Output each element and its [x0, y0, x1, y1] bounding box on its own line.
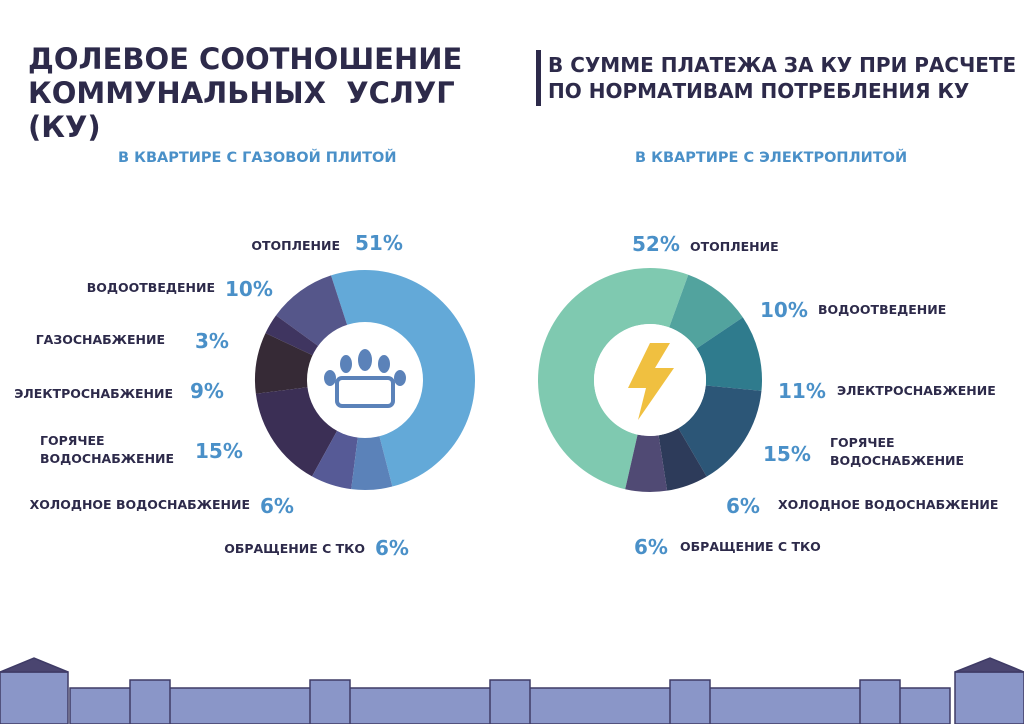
donut-slice — [538, 268, 689, 490]
category-label: ОБРАЩЕНИЕ С ТКО — [680, 539, 821, 554]
donut-slice — [265, 315, 320, 357]
category-label: ХОЛОДНОЕ ВОДОСНАБЖЕНИЕ — [778, 497, 999, 512]
value-label: 6% — [634, 535, 668, 559]
value-label: 52% — [632, 232, 680, 256]
value-label: 10% — [760, 298, 808, 322]
value-label: 3% — [195, 329, 229, 353]
value-label: 10% — [225, 277, 273, 301]
donut-slice — [276, 275, 348, 348]
donut-slice — [351, 434, 393, 490]
value-label: 9% — [190, 379, 224, 403]
value-label: 6% — [726, 494, 760, 518]
category-label: ЭЛЕКТРОСНАБЖЕНИЕ — [14, 386, 173, 401]
divider — [536, 50, 541, 106]
value-label: 11% — [778, 379, 826, 403]
donut-slice — [696, 317, 762, 391]
houses — [0, 657, 1024, 724]
value-label: 6% — [260, 494, 294, 518]
category-label: ВОДООТВЕДЕНИЕ — [86, 280, 215, 295]
donut-slice — [658, 428, 707, 491]
donut-slice — [625, 434, 668, 493]
donut-slice — [678, 385, 762, 477]
chart-title: В КВАРТИРЕ С ЭЛЕКТРОПЛИТОЙ — [635, 150, 908, 166]
category-label: ВОДООТВЕДЕНИЕ — [818, 302, 947, 317]
gas-icon — [307, 322, 423, 438]
donut-slice — [255, 387, 339, 477]
category-label: ГАЗОСНАБЖЕНИЕ — [35, 332, 165, 347]
chart-title: В КВАРТИРЕ С ГАЗОВОЙ ПЛИТОЙ — [118, 150, 397, 166]
category-label: ОТОПЛЕНИЕ — [690, 239, 779, 254]
donut-slice — [312, 429, 358, 490]
value-label: 51% — [355, 231, 403, 255]
category-label: ХОЛОДНОЕ ВОДОСНАБЖЕНИЕ — [29, 497, 250, 512]
category-label: ГОРЯЧЕЕ ВОДОСНАБЖЕНИЕ — [830, 435, 965, 468]
bolt-icon — [594, 324, 706, 436]
category-label: ОТОПЛЕНИЕ — [251, 238, 340, 253]
donut-slice — [331, 269, 476, 487]
value-label: 15% — [763, 442, 811, 466]
value-label: 15% — [195, 439, 243, 463]
value-label: 6% — [375, 536, 409, 560]
category-label: ОБРАЩЕНИЕ С ТКО — [224, 541, 365, 556]
title: ДОЛЕВОЕ СООТНОШЕНИЕ КОММУНАЛЬНЫХ УСЛУГ (… — [28, 42, 473, 144]
subtitle: В СУММЕ ПЛАТЕЖА ЗА КУ ПРИ РАСЧЕТЕ ПО НОР… — [548, 53, 1017, 103]
category-label: ГОРЯЧЕЕ ВОДОСНАБЖЕНИЕ — [40, 433, 175, 466]
category-label: ЭЛЕКТРОСНАБЖЕНИЕ — [837, 383, 996, 398]
donut-slice — [255, 333, 315, 394]
donut-slice — [669, 274, 743, 349]
